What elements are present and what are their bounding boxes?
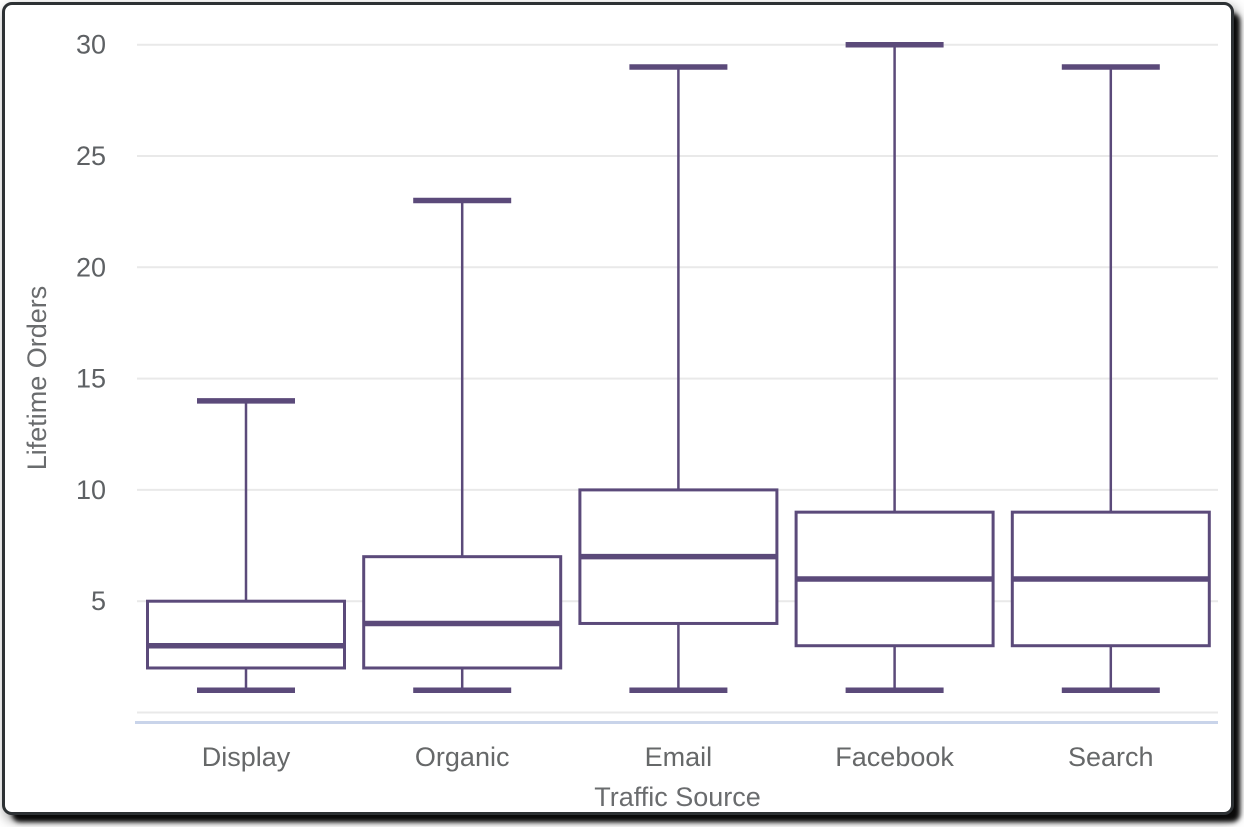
y-tick-5: 5 [91,586,106,616]
boxplot-search[interactable] [1010,64,1211,693]
y-tick-25: 25 [76,141,106,171]
chart-card: 5 10 15 20 25 30 Display Organic Email Facebook Se… [2,2,1234,815]
x-category-search: Search [1068,742,1154,772]
x-category-email: Email [645,742,713,772]
axis-labels: 5 10 15 20 25 30 Display Organic Email Facebook Se… [76,30,1154,772]
y-tick-30: 30 [76,30,106,60]
y-tick-15: 15 [76,364,106,394]
x-category-facebook: Facebook [835,742,954,772]
boxplot-facebook[interactable] [794,41,995,693]
x-category-organic: Organic [415,742,510,772]
y-tick-20: 20 [76,252,106,282]
y-axis-title: Lifetime Orders [22,286,52,471]
boxplot-display[interactable] [146,398,346,693]
x-category-display: Display [202,742,291,772]
y-tick-10: 10 [76,475,106,505]
x-axis-title: Traffic Source [594,782,761,812]
iqr-box [362,555,563,670]
box-series [146,41,1211,693]
boxplot-chart: 5 10 15 20 25 30 Display Organic Email Facebook Se… [22,30,1218,812]
boxplot-email[interactable] [578,64,779,693]
boxplot-organic[interactable] [362,197,563,693]
iqr-box [146,599,346,670]
